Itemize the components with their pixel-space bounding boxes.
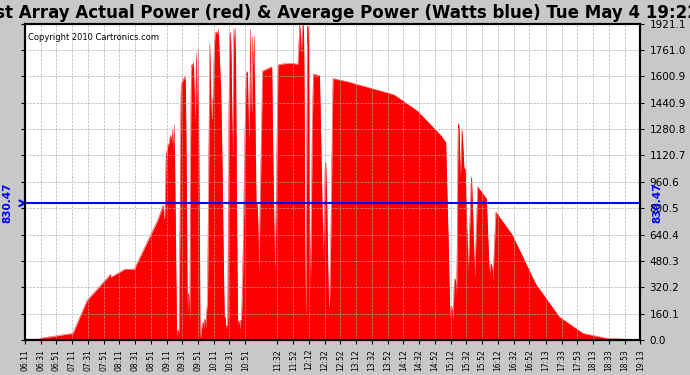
Text: 830.47: 830.47: [3, 183, 12, 224]
Text: Copyright 2010 Cartronics.com: Copyright 2010 Cartronics.com: [28, 33, 159, 42]
Text: 830.47: 830.47: [653, 183, 662, 224]
Title: West Array Actual Power (red) & Average Power (Watts blue) Tue May 4 19:22: West Array Actual Power (red) & Average …: [0, 4, 690, 22]
